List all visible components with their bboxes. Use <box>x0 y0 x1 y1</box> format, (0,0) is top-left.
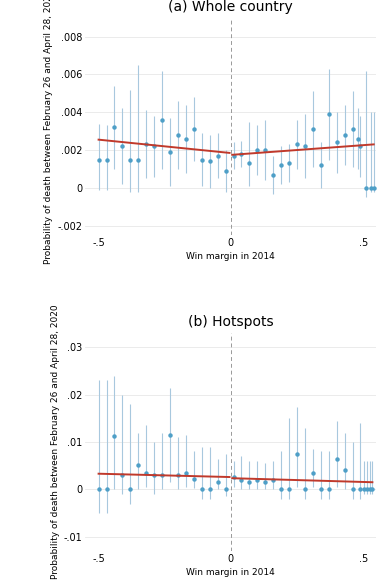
X-axis label: Win margin in 2014: Win margin in 2014 <box>187 568 275 577</box>
Y-axis label: Probability of death between February 26 and April 28, 2020: Probability of death between February 26… <box>44 0 54 264</box>
Title: (b) Hotspots: (b) Hotspots <box>188 315 274 329</box>
Title: (a) Whole country: (a) Whole country <box>168 0 293 13</box>
X-axis label: Win margin in 2014: Win margin in 2014 <box>187 252 275 261</box>
Y-axis label: Probability of death between February 26 and April 28, 2020: Probability of death between February 26… <box>51 305 60 580</box>
